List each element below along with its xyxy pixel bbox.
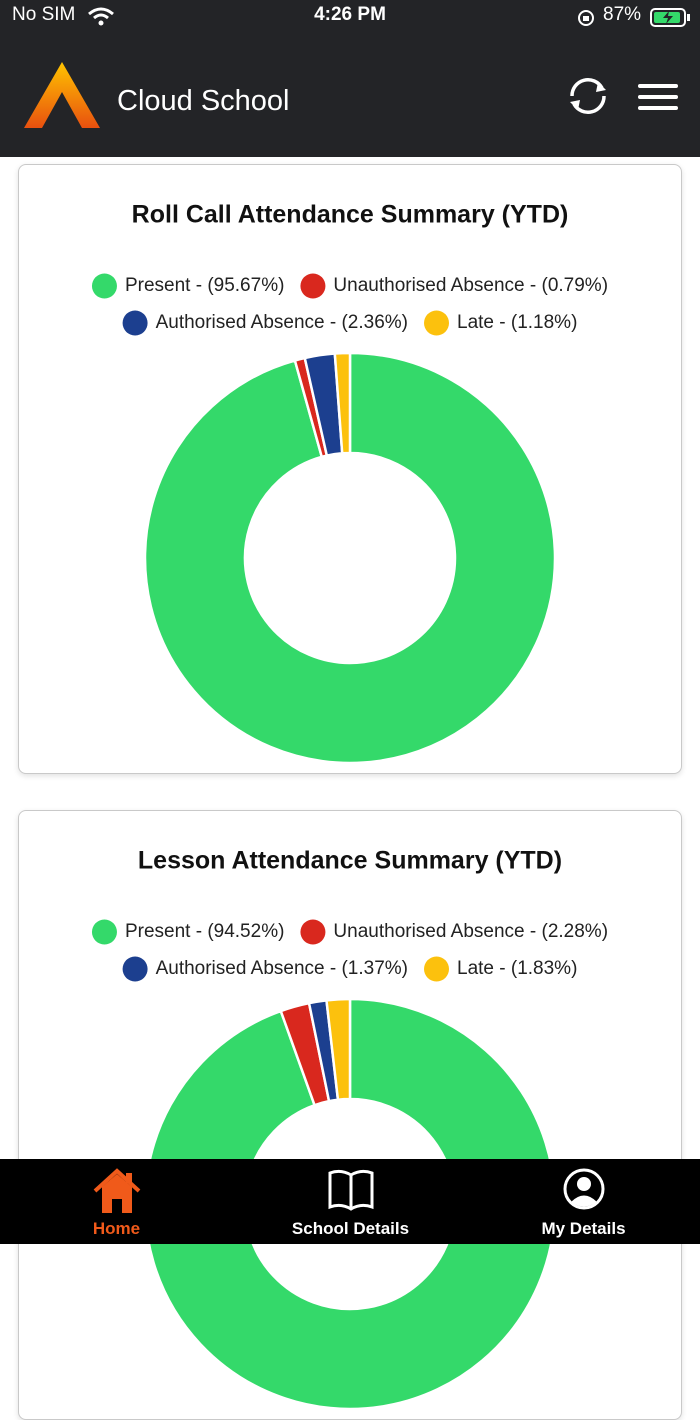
menu-button[interactable]: [638, 84, 680, 110]
legend-marker: [91, 273, 117, 299]
person-icon: [563, 1168, 605, 1210]
lock-icon: [578, 10, 594, 26]
legend-label: Late - (1.83%): [457, 958, 577, 979]
legend-marker: [300, 919, 326, 945]
tab-item[interactable]: School Details: [234, 1159, 467, 1244]
legend-marker: [424, 956, 450, 982]
chart: Lesson Attendance Summary (YTD) Present -…: [91, 847, 608, 1411]
home-icon: [93, 1168, 141, 1213]
legend-marker: [122, 310, 148, 336]
tab-item[interactable]: Home: [0, 1159, 233, 1244]
legend-label: Late - (1.18%): [457, 312, 577, 333]
app-logo: [24, 62, 100, 128]
legend-label: Unauthorised Absence - (0.79%): [333, 275, 608, 296]
chart-card: Lesson Attendance Summary (YTD) Present -…: [18, 810, 682, 1420]
app-header: No SIM 4:26 PM 87% Cloud School: [0, 0, 700, 157]
pie-segment: [143, 351, 557, 765]
tab-label: School Details: [291, 1219, 410, 1238]
tab-item[interactable]: My Details: [467, 1159, 700, 1244]
tab-label: Home: [92, 1219, 141, 1238]
legend-label: Present - (94.52%): [125, 921, 284, 942]
chart-title: Lesson Attendance Summary (YTD): [138, 847, 562, 875]
pie-segment: [333, 351, 352, 455]
refresh-button[interactable]: [564, 74, 612, 118]
chart-card: Roll Call Attendance Summary (YTD) Presen…: [18, 164, 682, 774]
chart-title: Roll Call Attendance Summary (YTD): [132, 201, 569, 229]
legend-label: Unauthorised Absence - (2.28%): [333, 921, 608, 942]
legend-marker: [424, 310, 450, 336]
app-title: Cloud School: [117, 85, 290, 117]
battery-percent: 87%: [603, 4, 642, 25]
legend-marker: [122, 956, 148, 982]
legend-label: Authorised Absence - (2.36%): [156, 312, 408, 333]
wifi-icon: [88, 7, 114, 26]
carrier: No SIM: [12, 4, 76, 25]
pie-segment: [325, 997, 352, 1102]
battery-icon: [650, 8, 690, 27]
legend-label: Present - (95.67%): [125, 275, 284, 296]
legend-marker: [300, 273, 326, 299]
chart: Roll Call Attendance Summary (YTD) Presen…: [91, 201, 608, 765]
clock: 4:26 PM: [314, 4, 386, 25]
book-icon: [328, 1169, 374, 1211]
tab-bar: Home School Details My Details: [0, 1159, 700, 1244]
legend-marker: [91, 919, 117, 945]
legend-label: Authorised Absence - (1.37%): [156, 958, 408, 979]
tab-label: My Details: [541, 1219, 626, 1238]
